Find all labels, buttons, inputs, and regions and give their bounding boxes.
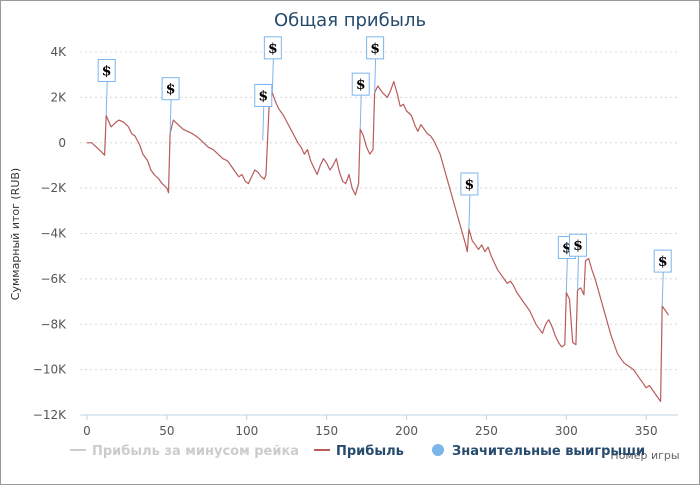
- big-win-flag[interactable]: $: [351, 72, 370, 130]
- big-win-flag[interactable]: $: [569, 233, 588, 291]
- y-tick-label: 2K: [50, 90, 67, 104]
- legend-item[interactable]: Значительные выигрыши: [432, 444, 645, 459]
- flag-pointer: [359, 95, 362, 130]
- flag-pointer: [169, 99, 172, 134]
- flag-pointer: [565, 258, 568, 293]
- flag-label: $: [370, 41, 380, 57]
- y-tick-label: −8K: [40, 317, 67, 331]
- big-win-flag[interactable]: $: [254, 83, 273, 141]
- legend-marker-circle: [432, 444, 444, 456]
- flag-label: $: [658, 254, 668, 270]
- flag-box: [653, 249, 672, 273]
- legend[interactable]: Прибыль за минусом рейка Прибыль Значитель…: [70, 444, 645, 459]
- x-tick-label: 350: [635, 424, 658, 438]
- legend-label: Прибыль: [336, 444, 404, 459]
- legend-item[interactable]: Прибыль за минусом рейка: [70, 444, 299, 459]
- x-tick-label: 200: [395, 424, 418, 438]
- flag-label: $: [268, 41, 278, 57]
- y-tick-label: −4K: [40, 227, 67, 241]
- flag-label: $: [356, 77, 366, 93]
- flag-box: [263, 36, 282, 60]
- y-tick-label: −10K: [33, 363, 67, 377]
- series-layer: [87, 80, 670, 402]
- flag-box: [97, 59, 116, 83]
- flag-box: [254, 83, 273, 107]
- flag-pointer: [105, 81, 108, 116]
- legend-item[interactable]: Прибыль: [314, 444, 404, 459]
- flag-box: [161, 77, 180, 101]
- flag-box: [460, 172, 479, 196]
- flag-label: $: [573, 238, 583, 254]
- big-win-flag[interactable]: $: [460, 172, 479, 229]
- x-tick-label: 300: [555, 424, 578, 438]
- x-tick-label: 50: [159, 424, 174, 438]
- big-win-flag[interactable]: $: [653, 249, 672, 307]
- x-axis-ticks: 0 50 100 150 200 250 300 350: [83, 415, 658, 438]
- flag-pointer: [262, 106, 265, 141]
- flag-label: $: [465, 177, 475, 193]
- flag-pointer: [577, 256, 580, 291]
- legend-label: Прибыль за минусом рейка: [92, 444, 299, 459]
- flag-pointer: [468, 194, 471, 229]
- legend-label: Значительные выигрыши: [452, 444, 645, 459]
- y-tick-label: −12K: [33, 408, 67, 422]
- x-tick-label: 0: [83, 424, 91, 438]
- chart-title: Общая прибыль: [274, 10, 426, 31]
- y-tick-label: 4K: [50, 45, 67, 59]
- y-tick-label: 0: [58, 136, 66, 150]
- flag-label: $: [258, 88, 268, 104]
- flag-box: [351, 72, 370, 96]
- x-tick-label: 150: [315, 424, 338, 438]
- big-win-flag[interactable]: $: [161, 77, 180, 134]
- x-tick-label: 250: [475, 424, 498, 438]
- x-tick-label: 100: [235, 424, 258, 438]
- flag-label: $: [562, 240, 572, 256]
- y-axis-label: Суммарный итог (RUB): [9, 168, 22, 300]
- big-win-flag[interactable]: $: [263, 36, 282, 93]
- x-axis-label: Номер игры: [610, 449, 679, 462]
- flag-label: $: [102, 64, 112, 80]
- flag-pointer: [661, 272, 664, 307]
- y-tick-label: −6K: [40, 272, 67, 286]
- big-win-flag[interactable]: $: [366, 36, 385, 93]
- flag-pointer: [271, 58, 274, 93]
- flag-label: $: [166, 82, 176, 98]
- flag-pointer: [374, 58, 377, 93]
- y-axis-ticks: 4K 2K 0 −2K −4K −6K −8K −10K −12K: [33, 45, 67, 422]
- big-wins-layer: $$ $$$$$$ $$: [97, 36, 672, 307]
- y-tick-label: −2K: [40, 181, 67, 195]
- flag-box: [366, 36, 385, 60]
- flag-box: [569, 233, 588, 257]
- big-win-flag[interactable]: $: [97, 59, 116, 116]
- series-line-profit: [87, 80, 670, 402]
